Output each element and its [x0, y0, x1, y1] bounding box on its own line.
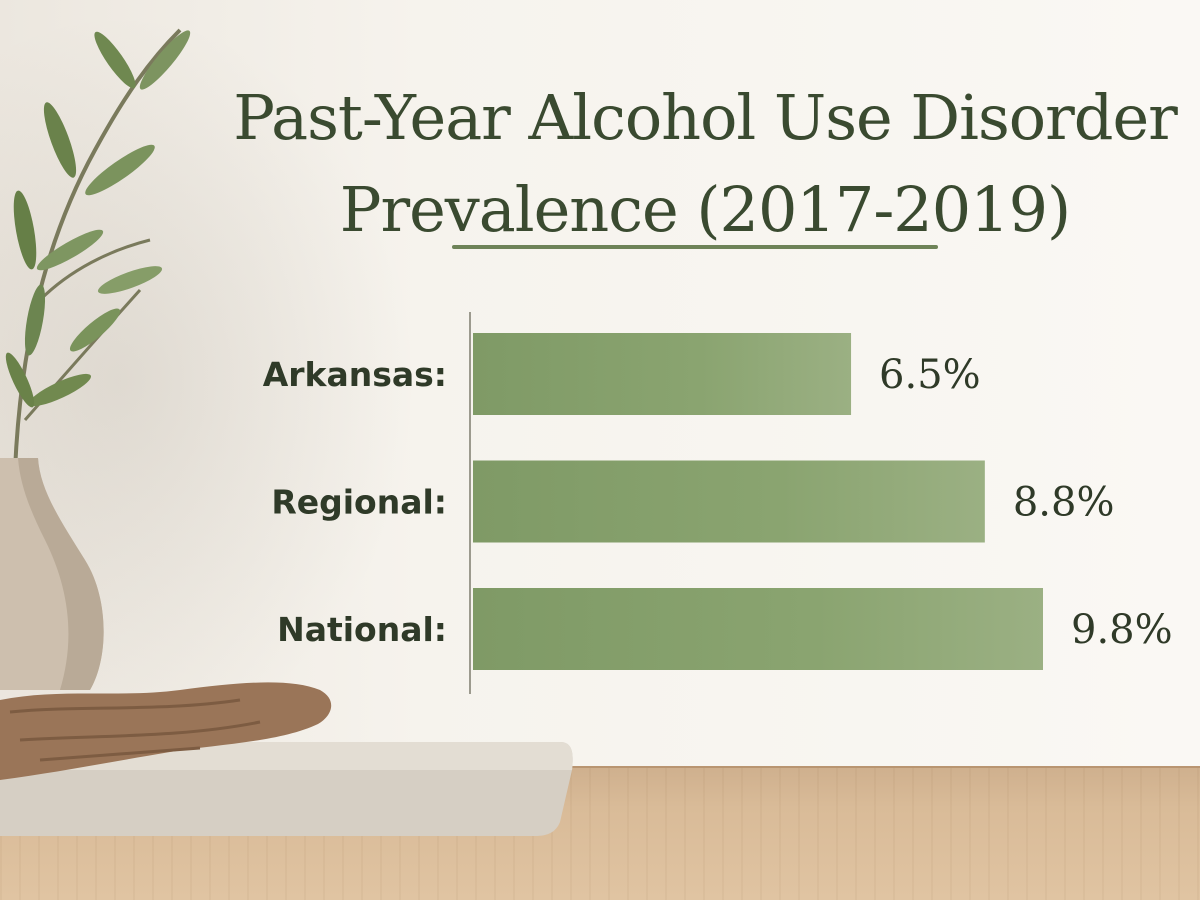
ceramic-vase-illustration — [0, 458, 104, 690]
olive-branch-illustration — [5, 28, 191, 471]
category-label: Arkansas: — [263, 355, 447, 394]
bar-regional — [473, 460, 985, 543]
driftwood-illustration — [0, 682, 332, 780]
value-label: 8.8% — [1013, 480, 1115, 526]
bars-group: Arkansas: 6.5% Regional: 8.8% National: 9.8% — [263, 333, 1173, 670]
chart-title: Past-Year Alcohol Use Disorder Prevalenc… — [233, 81, 1178, 246]
category-label: Regional: — [271, 483, 447, 522]
bar-national — [473, 588, 1043, 670]
value-label: 9.8% — [1071, 607, 1173, 653]
category-label: National: — [277, 610, 447, 649]
title-underline — [452, 245, 938, 249]
bar-arkansas — [473, 333, 852, 415]
value-label: 6.5% — [879, 352, 981, 398]
